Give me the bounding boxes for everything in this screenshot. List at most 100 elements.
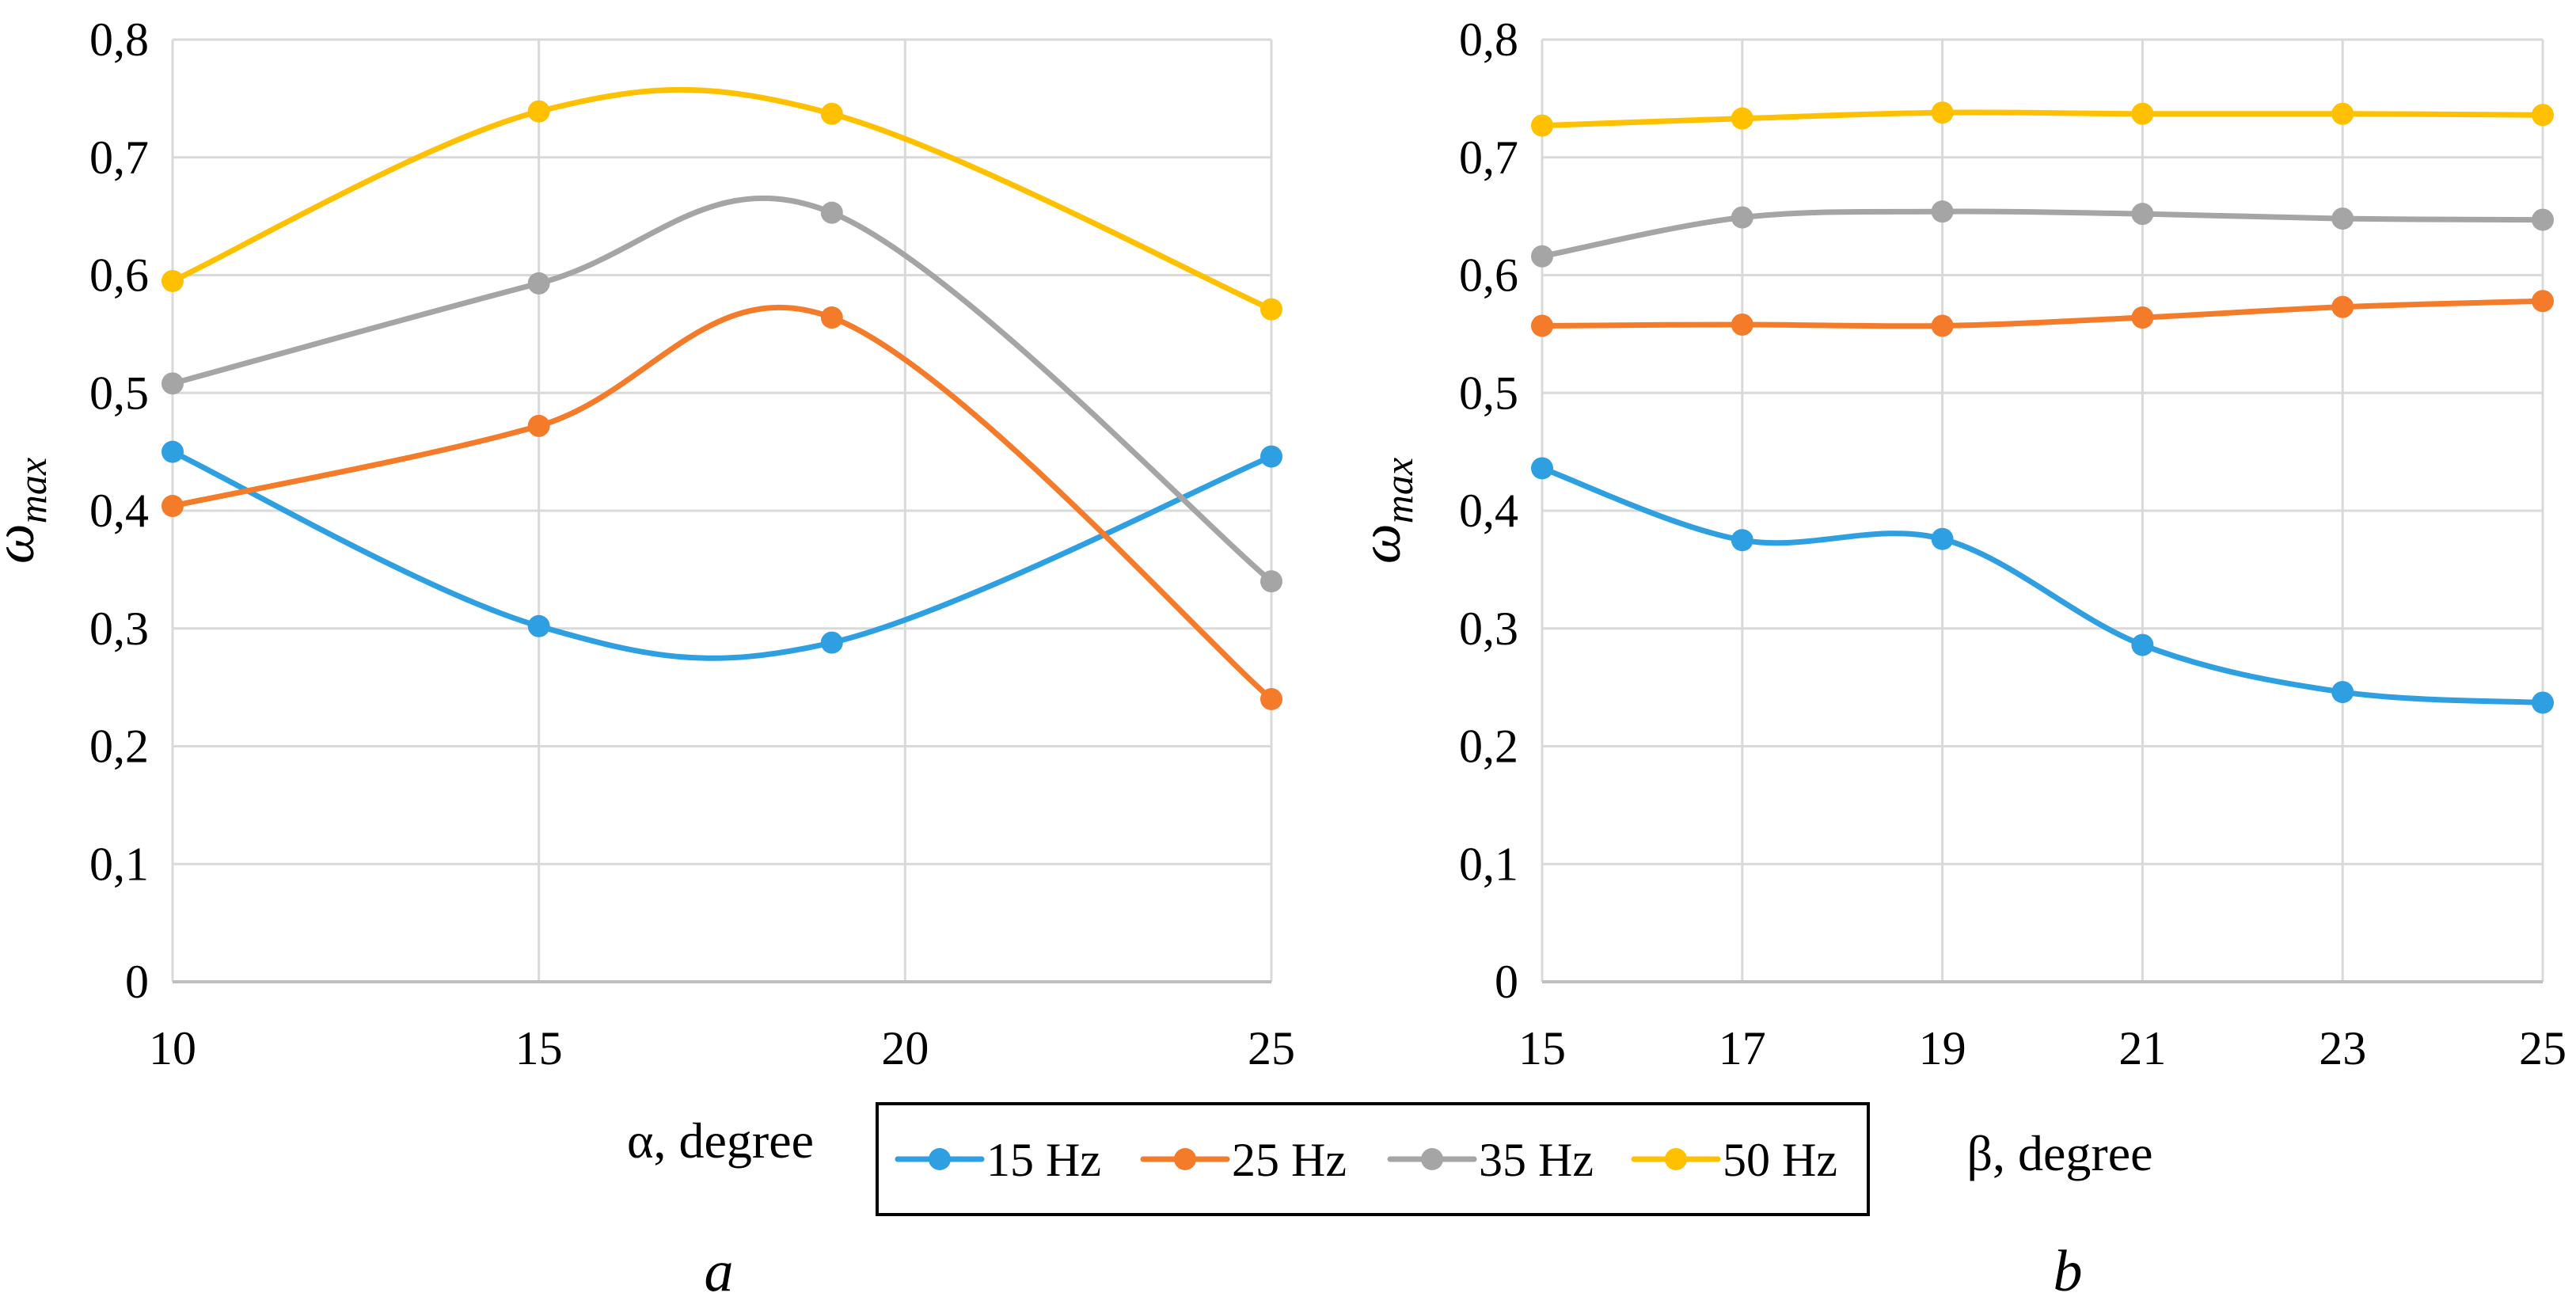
chart-panel-a: 0 0,1 0,2 0,3 0,4 0,5 0,6 0,7 0,8 10 15 20 25 ωmax α, …: [0, 13, 1295, 1304]
data-point: [1531, 114, 1553, 137]
data-point: [1260, 445, 1282, 468]
data-point: [2131, 203, 2154, 226]
data-point: [2131, 306, 2154, 329]
data-point: [2131, 633, 2154, 656]
data-point: [1731, 206, 1753, 229]
x-tick-label: 21: [2118, 1022, 2166, 1074]
series-line: [169, 196, 1275, 584]
x-tick-label: 19: [1919, 1022, 1966, 1074]
y-axis-title: ωmax: [0, 458, 55, 564]
data-point: [2331, 681, 2354, 704]
y-tick-label: 0,3: [1459, 603, 1518, 655]
legend-swatch-marker: [1421, 1148, 1443, 1170]
panel-label: a: [705, 1239, 734, 1304]
y-tick-label: 0,6: [1459, 249, 1518, 302]
legend-swatch-marker: [1665, 1148, 1687, 1170]
legend: 15 Hz 25 Hz 35 Hz 50 Hz: [876, 1102, 1870, 1216]
data-point: [2532, 691, 2554, 714]
data-point: [1260, 688, 1282, 710]
x-tick-label: 23: [2319, 1022, 2366, 1074]
y-tick-label: 0,7: [1459, 131, 1518, 184]
data-point: [527, 272, 550, 295]
series-line: [1539, 109, 2546, 129]
data-point: [820, 201, 843, 224]
y-tick-label: 0,5: [1459, 367, 1518, 419]
data-point: [820, 631, 843, 654]
y-axis-title-subscript: max: [10, 458, 55, 523]
x-tick-label: 10: [149, 1022, 196, 1074]
y-axis-title-subscript: max: [1377, 458, 1421, 523]
data-point: [161, 440, 184, 463]
data-point: [1731, 107, 1753, 130]
y-tick-label: 0,4: [1459, 485, 1518, 537]
data-point: [527, 614, 550, 637]
data-point: [1931, 314, 1954, 337]
series-line: [169, 449, 1275, 661]
series-line: [1539, 208, 2546, 260]
panel-label: b: [2054, 1239, 2083, 1304]
data-point: [1531, 245, 1553, 268]
data-point: [2331, 295, 2354, 318]
data-point: [820, 306, 843, 329]
legend-swatch-marker: [929, 1148, 951, 1170]
y-tick-label: 0,2: [1459, 721, 1518, 773]
y-tick-label: 0,4: [89, 485, 149, 537]
y-axis-title-symbol: ω: [0, 523, 46, 564]
y-tick-label: 0,5: [89, 367, 149, 419]
y-tick-label: 0,3: [89, 603, 149, 655]
series-line: [169, 305, 1275, 702]
data-point: [1731, 313, 1753, 336]
x-tick-label: 25: [1248, 1022, 1295, 1074]
data-point: [1531, 457, 1553, 480]
y-tick-label: 0,1: [1459, 838, 1518, 890]
data-point: [1931, 527, 1954, 550]
x-tick-label: 15: [1518, 1022, 1566, 1074]
data-point: [161, 269, 184, 292]
data-point: [2331, 102, 2354, 125]
data-point: [1731, 529, 1753, 552]
y-tick-label: 0,2: [89, 721, 149, 773]
y-tick-label: 0,7: [89, 131, 149, 184]
x-tick-label: 20: [881, 1022, 929, 1074]
x-tick-label: 25: [2519, 1022, 2567, 1074]
data-point: [2131, 102, 2154, 125]
data-point: [1931, 101, 1954, 124]
y-tick-label: 0,8: [89, 13, 149, 66]
x-tick-label: 17: [1719, 1022, 1766, 1074]
legend-frame: [876, 1102, 1870, 1216]
y-tick-label: 0,1: [89, 838, 149, 890]
data-point: [2532, 208, 2554, 231]
data-point: [2532, 104, 2554, 127]
y-tick-label: 0: [125, 956, 149, 1008]
data-point: [1531, 314, 1553, 337]
data-point: [820, 102, 843, 125]
chart-panel-b: 0 0,1 0,2 0,3 0,4 0,5 0,6 0,7 0,8 15 17 19 21 23 25 ωma…: [1349, 13, 2567, 1304]
y-tick-label: 0,8: [1459, 13, 1518, 66]
data-point: [527, 100, 550, 123]
data-point: [161, 495, 184, 518]
x-axis-title: β, degree: [1966, 1125, 2152, 1181]
data-point: [1260, 570, 1282, 593]
series-line: [1539, 298, 2546, 329]
data-point: [1931, 200, 1954, 223]
x-axis-title: α, degree: [627, 1112, 814, 1169]
series-line: [1539, 465, 2546, 705]
legend-label: 50 Hz: [1723, 1134, 1837, 1186]
legend-label: 35 Hz: [1479, 1134, 1594, 1186]
legend-label: 25 Hz: [1232, 1134, 1347, 1186]
legend-swatch-marker: [1174, 1148, 1196, 1170]
x-tick-label: 15: [515, 1022, 563, 1074]
data-point: [2532, 290, 2554, 313]
data-point: [527, 414, 550, 437]
series-line: [169, 86, 1275, 313]
data-point: [2331, 207, 2354, 230]
data-point: [161, 372, 184, 395]
y-tick-label: 0: [1495, 956, 1518, 1008]
data-point: [1260, 298, 1282, 321]
y-tick-label: 0,6: [89, 249, 149, 302]
legend-label: 15 Hz: [986, 1134, 1101, 1186]
y-axis-title-symbol: ω: [1349, 523, 1412, 564]
y-axis-title: ωmax: [1349, 458, 1421, 564]
